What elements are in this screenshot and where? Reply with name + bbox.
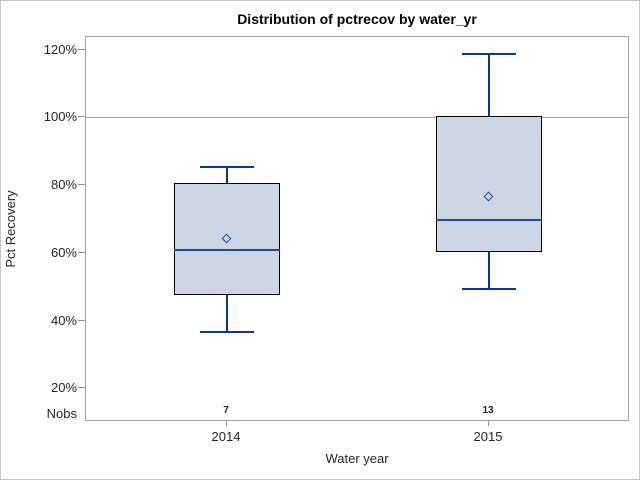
x-axis-label: Water year: [325, 451, 389, 466]
x-tick-mark: [226, 421, 227, 426]
y-tick-mark: [78, 49, 85, 50]
whisker-cap-lower: [462, 288, 516, 290]
plot-area: [85, 36, 629, 421]
y-tick-label: 60%: [50, 245, 77, 260]
y-tick-mark: [78, 184, 85, 185]
whisker-cap-lower: [200, 331, 254, 333]
x-tick-mark: [488, 421, 489, 426]
x-category-label: 2014: [211, 429, 241, 444]
y-tick-label: 100%: [43, 109, 77, 124]
iqr-box: [174, 183, 280, 295]
nobs-value: 7: [223, 405, 229, 416]
y-tick-label: 40%: [50, 313, 77, 328]
y-tick-mark: [78, 320, 85, 321]
y-tick-mark: [78, 252, 85, 253]
median-line: [436, 219, 542, 221]
chart-title: Distribution of pctrecov by water_yr: [237, 11, 477, 27]
whisker-lower: [226, 295, 228, 331]
whisker-cap-upper: [200, 166, 254, 168]
whisker-upper: [488, 53, 490, 116]
reference-line-100pct: [86, 117, 628, 118]
y-tick-label: 20%: [50, 380, 77, 395]
y-tick-mark: [78, 116, 85, 117]
whisker-lower: [488, 251, 490, 288]
iqr-box: [436, 116, 542, 252]
nobs-value: 13: [482, 405, 494, 416]
whisker-cap-upper: [462, 53, 516, 55]
y-tick-mark: [78, 387, 85, 388]
x-category-label: 2015: [473, 429, 503, 444]
nobs-row-label: Nobs: [46, 406, 77, 421]
median-line: [174, 249, 280, 251]
y-tick-label: 120%: [43, 42, 77, 57]
y-tick-label: 80%: [50, 177, 77, 192]
whisker-upper: [226, 166, 228, 183]
